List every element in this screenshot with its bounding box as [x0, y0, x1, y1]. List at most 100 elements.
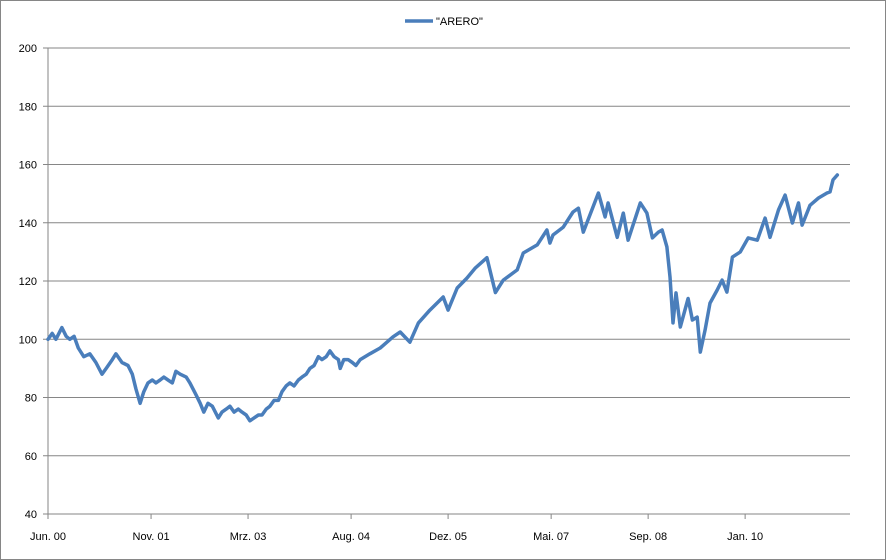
y-tick-label: 80: [25, 393, 37, 405]
data-point: [261, 414, 263, 416]
data-point: [185, 376, 188, 378]
data-point: [305, 373, 308, 376]
data-point: [167, 379, 169, 381]
data-point: [89, 353, 91, 355]
data-point: [321, 358, 323, 361]
data-point: [597, 192, 600, 194]
data-point: [687, 297, 689, 300]
data-point: [777, 209, 780, 211]
data-point: [764, 217, 766, 219]
data-point: [747, 237, 749, 239]
data-point: [562, 226, 565, 228]
data-point: [159, 379, 161, 381]
data-point: [237, 408, 240, 410]
data-point: [672, 322, 674, 324]
data-point: [669, 276, 671, 278]
y-tick-label: 180: [19, 101, 37, 113]
data-point: [65, 335, 67, 338]
data-point: [77, 347, 80, 349]
data-point: [516, 269, 518, 271]
data-point: [245, 414, 248, 416]
data-point: [51, 332, 54, 335]
data-point: [797, 202, 800, 204]
data-point: [829, 191, 831, 193]
data-point: [679, 326, 682, 328]
data-point: [577, 207, 580, 209]
data-point: [55, 338, 57, 341]
data-point: [731, 256, 734, 258]
data-point: [369, 353, 371, 355]
data-point: [826, 192, 828, 194]
data-point: [616, 236, 619, 239]
data-point: [399, 331, 402, 333]
data-point: [309, 367, 311, 370]
data-point: [229, 405, 231, 408]
data-point: [257, 414, 260, 416]
x-tick-label: Mrz. 03: [230, 531, 267, 543]
x-tick-label: Nov. 01: [133, 531, 170, 543]
data-point: [73, 335, 75, 338]
data-point: [639, 202, 642, 204]
data-point: [739, 251, 742, 253]
data-point: [131, 373, 134, 376]
x-axis-labels: Jun. 00 Nov. 01 Mrz. 03 Aug. 04 Dez. 05 Mai. …: [30, 514, 763, 543]
x-tick-label: Jan. 10: [727, 531, 763, 543]
data-point: [139, 402, 141, 405]
data-point: [175, 370, 177, 373]
data-point: [646, 212, 648, 214]
data-point: [301, 376, 303, 378]
data-point: [379, 347, 381, 349]
y-axis-labels: 40 60 80 100 120 140 160 180 200: [19, 43, 37, 521]
gridlines: [43, 47, 850, 515]
data-point: [791, 222, 794, 224]
series-layer: [46, 173, 840, 423]
data-point: [115, 353, 117, 355]
data-point: [121, 361, 123, 364]
data-point: [536, 244, 539, 246]
data-point: [135, 387, 137, 390]
data-point: [82, 355, 85, 358]
data-point: [189, 382, 191, 384]
data-point: [199, 402, 201, 405]
data-point: [151, 379, 154, 381]
data-point: [726, 291, 728, 293]
data-point: [721, 279, 723, 281]
data-point: [329, 350, 331, 352]
data-point: [769, 236, 771, 239]
data-point: [221, 411, 223, 413]
data-point: [127, 364, 129, 367]
data-point: [253, 417, 255, 419]
data-point: [217, 417, 220, 419]
data-point: [211, 405, 214, 408]
data-point: [494, 291, 497, 294]
data-point: [207, 402, 209, 405]
data-point: [442, 296, 445, 298]
y-tick-label: 60: [25, 451, 37, 463]
y-tick-label: 200: [19, 43, 37, 55]
data-point: [155, 382, 157, 384]
data-point: [661, 229, 663, 231]
data-point: [249, 420, 251, 422]
data-point: [417, 322, 420, 324]
data-point: [333, 355, 335, 358]
data-point: [339, 367, 341, 370]
data-point: [359, 358, 361, 361]
data-point: [502, 279, 505, 281]
data-point: [582, 231, 585, 233]
data-point: [147, 382, 149, 384]
y-tick-label: 100: [19, 334, 37, 346]
data-point: [699, 351, 702, 353]
x-tick-label: Mai. 07: [533, 531, 569, 543]
y-tick-label: 160: [19, 160, 37, 172]
data-point: [347, 358, 349, 361]
data-point: [522, 252, 525, 254]
data-point: [392, 336, 394, 338]
data-point: [675, 292, 677, 294]
data-point: [622, 212, 625, 214]
data-point: [709, 302, 711, 304]
data-point: [343, 358, 345, 361]
data-point: [607, 202, 609, 204]
data-point: [836, 174, 839, 176]
data-point: [105, 367, 107, 370]
